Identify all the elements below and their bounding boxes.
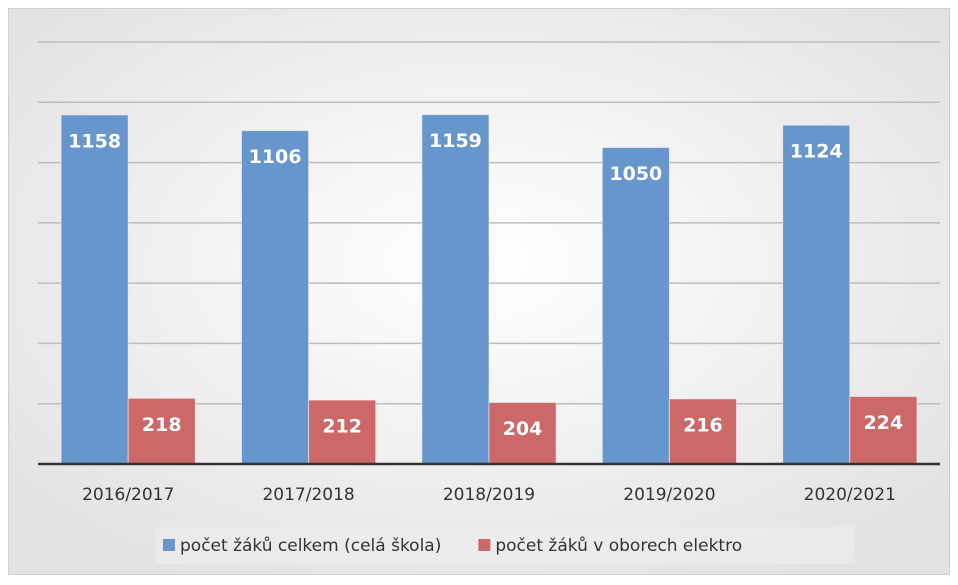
data-label: 1050 [609,163,662,185]
x-tick-label: 2020/2021 [804,485,896,505]
data-label: 1158 [68,130,121,152]
bar [240,130,310,465]
data-label: 1106 [249,146,302,168]
x-tick-label: 2016/2017 [82,485,174,505]
x-tick-label: 2018/2019 [443,485,535,505]
bar [127,397,196,465]
legend-label: počet žáků v oborech elektro [495,536,742,556]
bar [421,114,490,465]
data-label: 204 [503,418,543,440]
bar [601,147,670,465]
data-label: 1124 [790,141,843,163]
legend-swatch [478,539,491,551]
bar [782,124,851,465]
bar [668,398,738,465]
data-label: 224 [864,412,904,434]
x-tick-label: 2019/2020 [623,485,715,505]
data-label: 216 [683,414,723,436]
legend-swatch [163,539,175,551]
legend-label: počet žáků celkem (celá škola) [180,536,441,556]
data-label: 218 [142,414,182,436]
bar [849,395,918,465]
bar [60,114,129,465]
x-tick-label: 2017/2018 [262,485,354,505]
data-label: 1159 [429,130,482,152]
bar [488,402,557,465]
data-label: 212 [322,416,362,438]
bar [308,399,377,465]
legend-box [155,527,855,564]
